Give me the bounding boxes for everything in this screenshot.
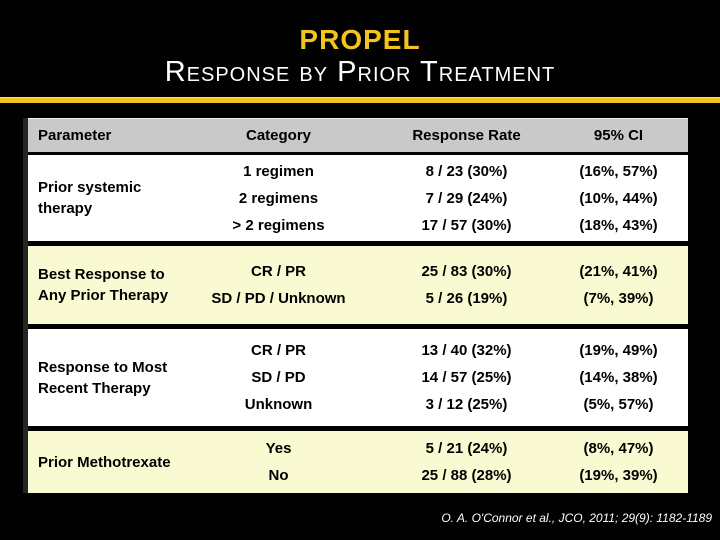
category-cell: CR / PR SD / PD Unknown bbox=[173, 329, 384, 426]
category-line: > 2 regimens bbox=[232, 216, 325, 234]
category-line: Yes bbox=[265, 440, 292, 457]
ci-line: (19%, 49%) bbox=[579, 342, 658, 359]
response-line: 5 / 21 (24%) bbox=[425, 440, 508, 457]
response-line: 5 / 26 (19%) bbox=[425, 290, 508, 307]
parameter-label: Best Response to Any Prior Therapy bbox=[38, 266, 169, 304]
ci-line: (18%, 43%) bbox=[579, 216, 658, 234]
ci-cell: (8%, 47%) (19%, 39%) bbox=[549, 431, 688, 493]
ci-line: (21%, 41%) bbox=[579, 263, 658, 280]
parameter-cell: Prior systemic therapy bbox=[28, 155, 173, 241]
category-cell: 1 regimen 2 regimens > 2 regimens bbox=[173, 155, 384, 241]
category-line: SD / PD / Unknown bbox=[211, 290, 346, 307]
category-line: 2 regimens bbox=[238, 189, 319, 207]
ci-line: (14%, 38%) bbox=[579, 369, 658, 386]
response-line: 14 / 57 (25%) bbox=[421, 369, 512, 386]
category-line: SD / PD bbox=[251, 369, 306, 386]
header-response-rate: Response Rate bbox=[384, 119, 549, 152]
header-parameter: Parameter bbox=[28, 119, 173, 152]
header-label: 95% CI bbox=[593, 127, 644, 144]
response-rate-cell: 25 / 83 (30%) 5 / 26 (19%) bbox=[384, 246, 549, 324]
category-cell: Yes No bbox=[173, 431, 384, 493]
table-row-response-most-recent: Response to Most Recent Therapy CR / PR … bbox=[28, 329, 688, 431]
table-row-prior-systemic-therapy: Prior systemic therapy 1 regimen 2 regim… bbox=[28, 155, 688, 246]
category-cell: CR / PR SD / PD / Unknown bbox=[173, 246, 384, 324]
category-line: 1 regimen bbox=[243, 162, 314, 180]
divider-line bbox=[0, 97, 720, 103]
category-line: Unknown bbox=[244, 396, 313, 413]
table-header-row: Parameter Category Response Rate 95% CI bbox=[28, 118, 688, 155]
parameter-label: Prior Methotrexate bbox=[38, 453, 171, 471]
response-table: Parameter Category Response Rate 95% CI … bbox=[23, 118, 688, 493]
response-line: 3 / 12 (25%) bbox=[425, 396, 508, 413]
response-line: 13 / 40 (32%) bbox=[421, 342, 512, 359]
response-rate-cell: 8 / 23 (30%) 7 / 29 (24%) 17 / 57 (30%) bbox=[384, 155, 549, 241]
header-category: Category bbox=[173, 119, 384, 152]
citation: O. A. O'Connor et al., JCO, 2011; 29(9):… bbox=[441, 511, 712, 525]
ci-line: (5%, 57%) bbox=[583, 396, 654, 413]
header-label: Response Rate bbox=[412, 127, 521, 144]
parameter-cell: Response to Most Recent Therapy bbox=[28, 329, 173, 426]
parameter-label: Response to Most Recent Therapy bbox=[38, 358, 168, 397]
response-line: 25 / 88 (28%) bbox=[421, 467, 512, 484]
category-line: CR / PR bbox=[250, 263, 306, 280]
response-rate-cell: 13 / 40 (32%) 14 / 57 (25%) 3 / 12 (25%) bbox=[384, 329, 549, 426]
ci-line: (7%, 39%) bbox=[583, 290, 654, 307]
header-label: Category bbox=[245, 127, 312, 144]
category-line: No bbox=[268, 467, 289, 484]
ci-line: (19%, 39%) bbox=[579, 467, 658, 484]
category-line: CR / PR bbox=[250, 342, 306, 359]
header-95ci: 95% CI bbox=[549, 119, 688, 152]
table-row-prior-methotrexate: Prior Methotrexate Yes No 5 / 21 (24%) 2… bbox=[28, 431, 688, 493]
ci-line: (16%, 57%) bbox=[579, 162, 658, 180]
ci-cell: (21%, 41%) (7%, 39%) bbox=[549, 246, 688, 324]
page-title: PROPEL bbox=[299, 24, 421, 55]
table-row-best-response-any-prior: Best Response to Any Prior Therapy CR / … bbox=[28, 246, 688, 329]
ci-cell: (19%, 49%) (14%, 38%) (5%, 57%) bbox=[549, 329, 688, 426]
response-line: 7 / 29 (24%) bbox=[425, 189, 508, 207]
ci-line: (8%, 47%) bbox=[583, 440, 654, 457]
header-label: Parameter bbox=[38, 127, 112, 144]
response-line: 25 / 83 (30%) bbox=[421, 263, 512, 280]
parameter-cell: Best Response to Any Prior Therapy bbox=[28, 246, 173, 324]
ci-cell: (16%, 57%) (10%, 44%) (18%, 43%) bbox=[549, 155, 688, 241]
response-line: 17 / 57 (30%) bbox=[421, 216, 512, 234]
page-subtitle: Response by Prior Treatment bbox=[164, 56, 556, 88]
parameter-label: Prior systemic therapy bbox=[38, 179, 142, 217]
response-rate-cell: 5 / 21 (24%) 25 / 88 (28%) bbox=[384, 431, 549, 493]
ci-line: (10%, 44%) bbox=[579, 189, 658, 207]
response-line: 8 / 23 (30%) bbox=[425, 162, 508, 180]
parameter-cell: Prior Methotrexate bbox=[28, 431, 173, 493]
